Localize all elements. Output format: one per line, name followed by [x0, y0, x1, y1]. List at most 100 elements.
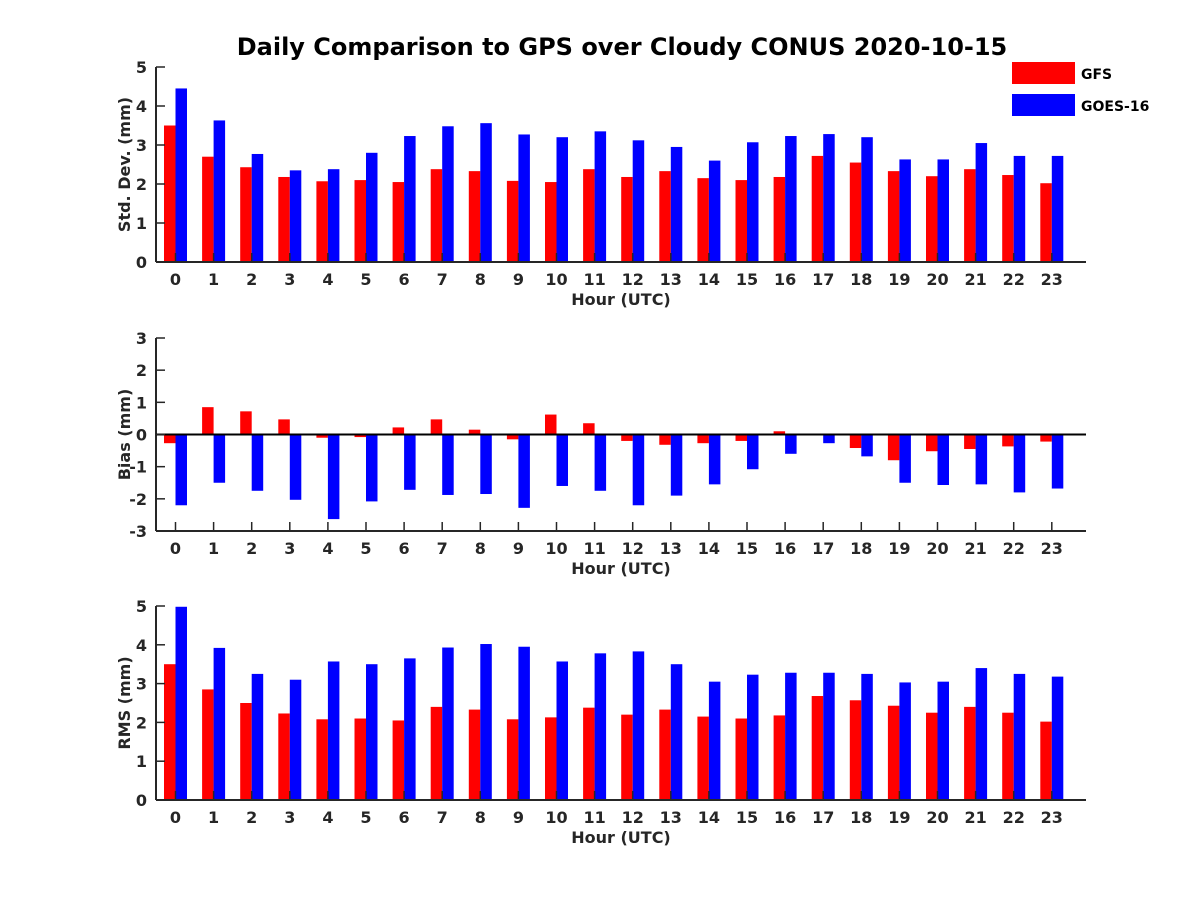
bar-goes-16-hour-11 — [594, 434, 607, 491]
bar-gfs-hour-15 — [735, 718, 747, 800]
y-axis-label: Std. Dev. (mm) — [115, 97, 134, 232]
bar-gfs-hour-17 — [811, 155, 824, 262]
y-tick-label: 1 — [136, 752, 147, 771]
bar-goes-16-hour-0 — [175, 434, 187, 506]
x-tick-label: 9 — [513, 270, 524, 289]
x-tick-label: 21 — [964, 539, 986, 558]
x-tick-label: 15 — [736, 270, 758, 289]
bar-goes-16-hour-13 — [670, 146, 683, 262]
bar-goes-16-hour-5 — [366, 152, 378, 262]
bar-gfs-hour-16 — [773, 431, 786, 435]
bar-goes-16-hour-3 — [289, 434, 302, 500]
bar-gfs-hour-4 — [316, 181, 328, 262]
bar-goes-16-hour-12 — [632, 140, 645, 262]
x-tick-label: 6 — [399, 808, 410, 827]
x-tick-label: 5 — [360, 808, 371, 827]
x-tick-label: 12 — [622, 808, 644, 827]
bar-goes-16-hour-7 — [442, 434, 454, 495]
bar-gfs-hour-7 — [430, 419, 443, 435]
bar-goes-16-hour-8 — [480, 123, 492, 262]
bar-goes-16-hour-6 — [404, 658, 416, 800]
bar-goes-16-hour-8 — [480, 434, 492, 495]
bar-gfs-hour-0 — [164, 664, 176, 800]
bar-goes-16-hour-15 — [747, 434, 759, 470]
x-axis-label: Hour (UTC) — [571, 559, 671, 578]
bar-goes-16-hour-19 — [899, 682, 911, 800]
bar-gfs-hour-13 — [659, 171, 671, 262]
bar-gfs-hour-19 — [887, 705, 900, 800]
bar-gfs-hour-3 — [278, 713, 290, 800]
bar-gfs-hour-15 — [735, 434, 747, 441]
x-tick-label: 0 — [170, 270, 181, 289]
bar-goes-16-hour-9 — [518, 134, 530, 262]
bar-gfs-hour-18 — [849, 700, 862, 800]
y-tick-label: -3 — [129, 522, 147, 541]
bar-goes-16-hour-10 — [556, 434, 568, 486]
y-tick-label: -1 — [129, 458, 147, 477]
bar-gfs-hour-6 — [392, 427, 405, 435]
bar-goes-16-hour-14 — [708, 434, 721, 485]
x-tick-label: 19 — [888, 808, 910, 827]
bar-gfs-hour-7 — [430, 706, 443, 800]
bar-gfs-hour-9 — [506, 719, 519, 800]
x-tick-label: 4 — [322, 808, 333, 827]
y-tick-label: 1 — [136, 214, 147, 233]
bar-gfs-hour-20 — [926, 712, 938, 800]
bar-goes-16-hour-1 — [213, 647, 226, 800]
x-tick-label: 14 — [698, 270, 720, 289]
x-tick-label: 19 — [888, 270, 910, 289]
bar-gfs-hour-12 — [621, 176, 633, 262]
x-tick-label: 15 — [736, 808, 758, 827]
bar-goes-16-hour-23 — [1051, 434, 1064, 489]
bar-goes-16-hour-11 — [594, 653, 607, 800]
bar-goes-16-hour-2 — [251, 153, 264, 262]
x-tick-label: 20 — [926, 539, 948, 558]
bar-goes-16-hour-12 — [632, 651, 645, 800]
bar-goes-16-hour-21 — [975, 668, 988, 800]
bar-gfs-hour-3 — [278, 419, 290, 435]
y-tick-label: 1 — [136, 393, 147, 412]
bar-goes-16-hour-20 — [937, 434, 949, 485]
bar-goes-16-hour-21 — [975, 143, 988, 262]
bar-gfs-hour-20 — [926, 434, 938, 452]
bar-gfs-hour-0 — [164, 434, 176, 444]
bar-gfs-hour-5 — [354, 434, 366, 438]
x-tick-label: 12 — [622, 539, 644, 558]
bar-gfs-hour-11 — [583, 169, 595, 262]
bar-goes-16-hour-3 — [289, 679, 302, 800]
bar-goes-16-hour-6 — [404, 434, 416, 490]
x-tick-label: 20 — [926, 808, 948, 827]
x-axis-label: Hour (UTC) — [571, 290, 671, 309]
bar-gfs-hour-14 — [697, 716, 709, 800]
x-tick-label: 17 — [812, 539, 834, 558]
bar-gfs-hour-2 — [240, 411, 252, 435]
x-tick-label: 7 — [437, 539, 448, 558]
legend-item-goes-16: GOES-16 — [1012, 94, 1149, 116]
x-tick-label: 1 — [208, 270, 219, 289]
bar-gfs-hour-14 — [697, 434, 709, 444]
x-tick-label: 9 — [513, 539, 524, 558]
x-tick-label: 16 — [774, 808, 796, 827]
bar-gfs-hour-13 — [659, 434, 671, 445]
bar-goes-16-hour-16 — [785, 136, 797, 262]
bar-goes-16-hour-1 — [213, 434, 226, 483]
bar-goes-16-hour-20 — [937, 159, 949, 262]
x-tick-label: 7 — [437, 270, 448, 289]
bar-goes-16-hour-2 — [251, 673, 264, 800]
bar-goes-16-hour-0 — [175, 606, 187, 800]
bar-gfs-hour-15 — [735, 180, 747, 262]
bar-gfs-hour-23 — [1040, 183, 1052, 262]
bar-goes-16-hour-22 — [1013, 434, 1026, 493]
bar-gfs-hour-12 — [621, 434, 633, 441]
bar-gfs-hour-16 — [773, 176, 786, 262]
y-tick-label: -2 — [129, 490, 147, 509]
y-tick-label: 2 — [136, 713, 147, 732]
x-tick-label: 17 — [812, 270, 834, 289]
x-tick-label: 19 — [888, 539, 910, 558]
bar-gfs-hour-12 — [621, 714, 633, 800]
bar-goes-16-hour-4 — [327, 661, 340, 800]
bar-gfs-hour-21 — [964, 434, 976, 449]
bar-gfs-hour-2 — [240, 167, 252, 262]
x-tick-label: 18 — [850, 539, 872, 558]
